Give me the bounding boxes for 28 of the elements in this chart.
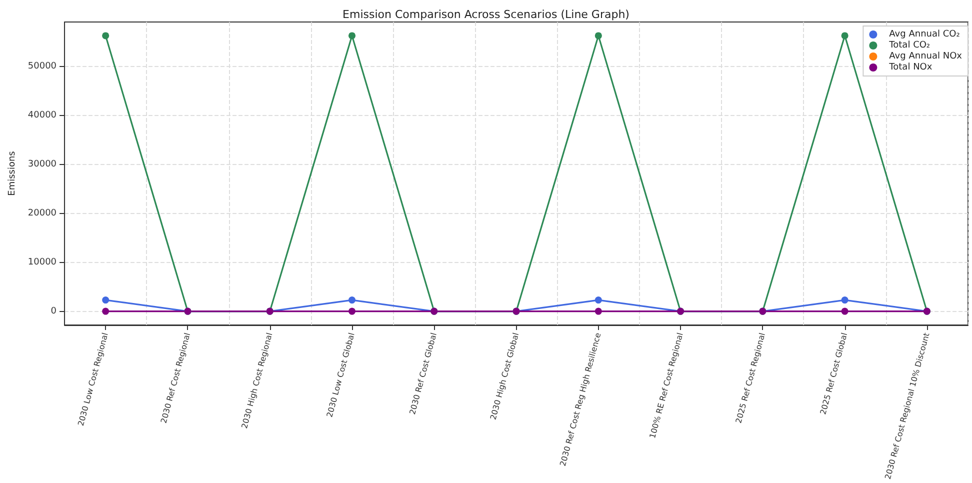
y-axis-title: Emissions	[8, 150, 18, 196]
point	[348, 308, 356, 315]
point	[841, 296, 848, 304]
x-tick-label: 2030 Low Cost Global	[325, 332, 356, 418]
y-tick-label: 50000	[28, 62, 57, 72]
y-tick-label: 30000	[28, 159, 57, 170]
y-tick-label: 40000	[28, 110, 57, 120]
y-tick-label: 20000	[28, 208, 57, 218]
point	[348, 32, 356, 40]
x-tick-label: 2025 Ref Cost Global	[818, 332, 850, 416]
x-tick-label: 2030 Ref Cost Global	[408, 332, 438, 416]
point	[594, 296, 602, 304]
point	[594, 32, 602, 40]
point	[348, 296, 356, 304]
point	[841, 308, 848, 315]
point	[841, 32, 848, 40]
legend-label: Total CO₂	[888, 40, 930, 50]
point	[594, 308, 602, 315]
point	[102, 32, 110, 40]
legend-label: Total NOx	[888, 62, 933, 72]
legend-label: Avg Annual CO₂	[889, 30, 960, 40]
y-tick-label: 10000	[28, 257, 57, 268]
point	[102, 308, 110, 315]
y-tick-label: 0	[50, 306, 57, 316]
legend-label: Avg Annual NOx	[889, 52, 963, 62]
chart-title: Emission Comparison Across Scenarios (Line Graph)	[342, 8, 630, 21]
point	[102, 296, 110, 304]
x-tick-label: 2030 High Cost Global	[488, 332, 521, 421]
